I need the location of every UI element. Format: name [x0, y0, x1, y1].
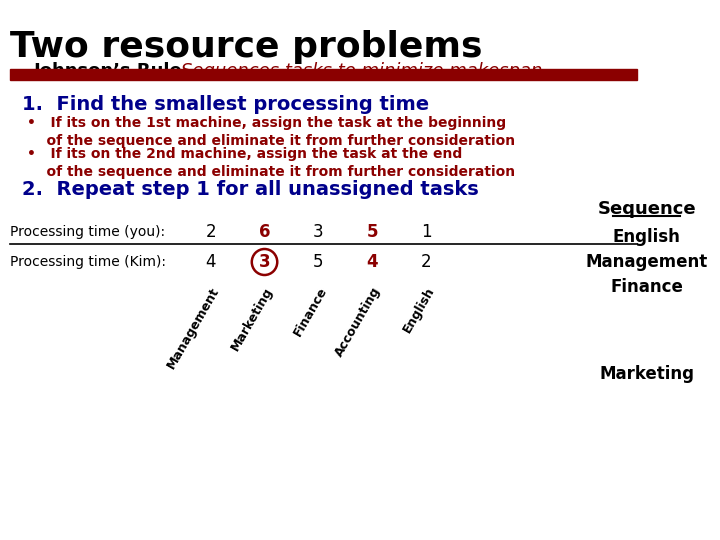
- Text: Two resource problems: Two resource problems: [10, 30, 482, 64]
- Text: 1.  Find the smallest processing time: 1. Find the smallest processing time: [22, 95, 428, 114]
- Text: Processing time (you):: Processing time (you):: [10, 225, 165, 239]
- Text: 3: 3: [258, 253, 270, 271]
- Text: 1: 1: [421, 223, 431, 241]
- Text: 2: 2: [205, 223, 216, 241]
- Text: Finance: Finance: [610, 278, 683, 296]
- Text: 5: 5: [366, 223, 378, 241]
- Text: Management: Management: [585, 253, 708, 271]
- Text: Sequences tasks to minimize makespan: Sequences tasks to minimize makespan: [181, 62, 543, 80]
- Text: •   If its on the 1st machine, assign the task at the beginning
    of the seque: • If its on the 1st machine, assign the …: [27, 116, 516, 148]
- Text: 2: 2: [421, 253, 431, 271]
- Text: 4: 4: [366, 253, 378, 271]
- Text: Sequence: Sequence: [598, 200, 696, 218]
- Text: 2.  Repeat step 1 for all unassigned tasks: 2. Repeat step 1 for all unassigned task…: [22, 180, 478, 199]
- Text: 4: 4: [205, 253, 216, 271]
- Text: Finance: Finance: [291, 285, 330, 339]
- Text: 3: 3: [313, 223, 324, 241]
- Text: Accounting: Accounting: [333, 285, 384, 360]
- Text: Johnson’s Rule: Johnson’s Rule: [35, 62, 183, 80]
- Bar: [10, 69, 636, 80]
- Text: Marketing: Marketing: [229, 285, 276, 353]
- Text: English: English: [401, 285, 438, 335]
- Text: 5: 5: [313, 253, 324, 271]
- Text: Management: Management: [165, 285, 222, 371]
- Text: Processing time (Kim):: Processing time (Kim):: [10, 255, 166, 269]
- Text: Marketing: Marketing: [599, 365, 694, 383]
- Text: English: English: [613, 228, 680, 246]
- Text: 6: 6: [258, 223, 270, 241]
- Text: •   If its on the 2nd machine, assign the task at the end
    of the sequence an: • If its on the 2nd machine, assign the …: [27, 147, 516, 179]
